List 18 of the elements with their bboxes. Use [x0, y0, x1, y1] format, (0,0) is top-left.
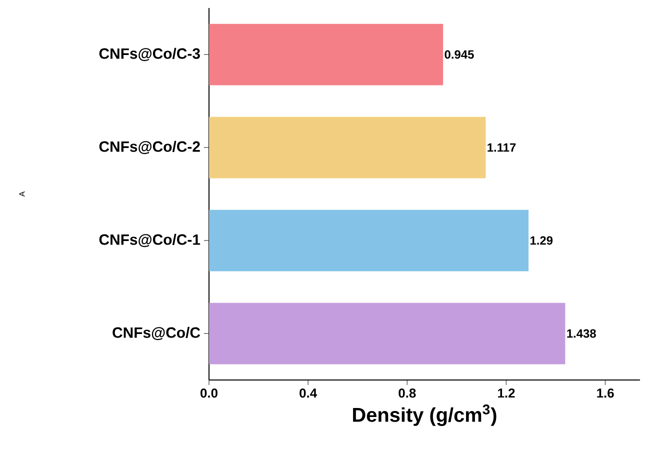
- y-tick-label: CNFs@Co/C-1: [99, 234, 200, 248]
- x-tick-label: 1.2: [498, 388, 515, 398]
- bar: [209, 302, 566, 364]
- bar: [209, 116, 486, 178]
- bar: [209, 210, 529, 272]
- x-tick-label: 0.8: [398, 388, 416, 398]
- x-axis-title: Density (g/cm$^{3}$): [353, 404, 496, 426]
- data-label: 1.117: [488, 143, 516, 152]
- y-tick-label: CNFs@Co/C-3: [99, 48, 200, 62]
- x-tick-label: 1.6: [597, 388, 614, 398]
- y-tick-label: CNFs@Co/C-2: [99, 140, 200, 154]
- x-tick-label: 0.4: [300, 388, 318, 398]
- bar: [209, 24, 444, 86]
- y-tick-label: CNFs@Co/C: [112, 326, 200, 340]
- data-label: 0.945: [444, 50, 474, 59]
- data-label: 1.438: [567, 329, 596, 338]
- x-tick-label: 0.0: [200, 388, 218, 398]
- data-label: 1.29: [530, 236, 553, 245]
